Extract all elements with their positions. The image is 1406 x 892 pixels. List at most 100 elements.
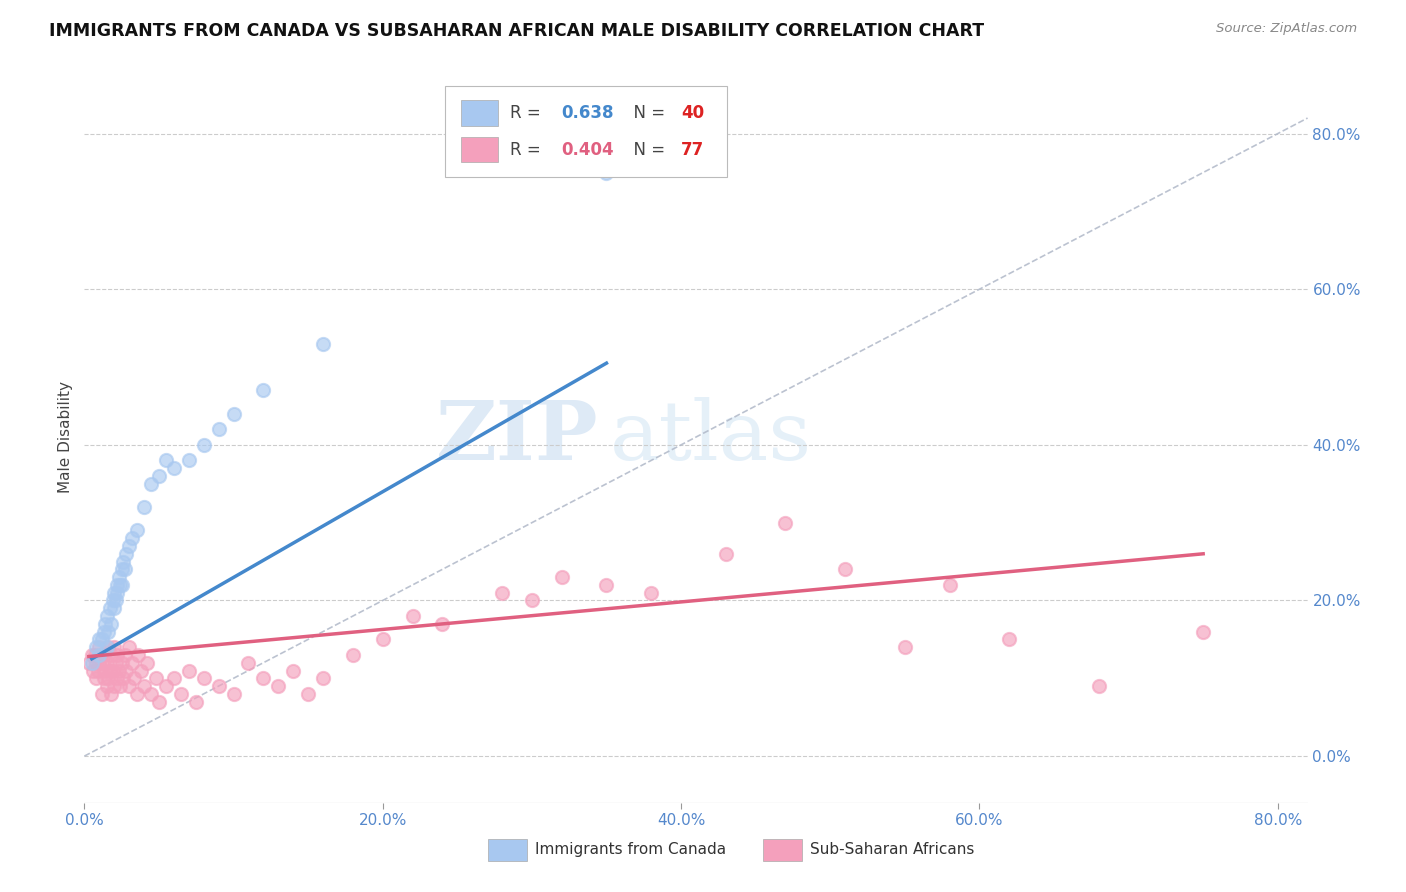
Point <box>91 656 114 670</box>
Point <box>283 664 305 678</box>
Text: 40: 40 <box>682 104 704 122</box>
Point <box>238 656 260 670</box>
Point <box>714 547 737 561</box>
Point <box>551 570 574 584</box>
Text: 0.404: 0.404 <box>561 141 614 159</box>
Point <box>894 640 917 655</box>
Point <box>96 609 118 624</box>
Point <box>132 679 155 693</box>
Point <box>90 648 112 662</box>
Point <box>103 640 125 655</box>
Point <box>207 679 229 693</box>
Point <box>118 539 141 553</box>
Text: ZIP: ZIP <box>436 397 598 477</box>
Point <box>77 656 100 670</box>
Text: IMMIGRANTS FROM CANADA VS SUBSAHARAN AFRICAN MALE DISABILITY CORRELATION CHART: IMMIGRANTS FROM CANADA VS SUBSAHARAN AFR… <box>49 22 984 40</box>
Point <box>1087 679 1109 693</box>
Point <box>595 578 617 592</box>
Point <box>111 562 134 576</box>
FancyBboxPatch shape <box>488 839 527 862</box>
Point <box>107 664 129 678</box>
Point <box>121 531 143 545</box>
Point <box>207 422 229 436</box>
Point <box>83 648 105 662</box>
Point <box>177 664 200 678</box>
Point <box>145 671 167 685</box>
Point <box>148 469 170 483</box>
FancyBboxPatch shape <box>461 136 498 162</box>
Point <box>111 656 134 670</box>
Point <box>108 679 131 693</box>
Point <box>112 555 135 569</box>
Point <box>520 593 543 607</box>
Point <box>186 695 208 709</box>
Point <box>100 648 122 662</box>
Point <box>312 336 335 351</box>
Point <box>834 562 856 576</box>
Point <box>155 453 177 467</box>
Point <box>100 616 122 631</box>
Point <box>297 687 319 701</box>
Point <box>84 671 107 685</box>
Point <box>252 671 274 685</box>
Text: 0.638: 0.638 <box>561 104 614 122</box>
Point <box>141 476 163 491</box>
Point <box>87 664 110 678</box>
Point <box>491 585 513 599</box>
Point <box>101 593 124 607</box>
Point <box>105 648 128 662</box>
Point <box>96 679 118 693</box>
Point <box>93 671 115 685</box>
Point <box>80 648 103 662</box>
Point <box>163 671 186 685</box>
Point <box>105 671 128 685</box>
Point <box>998 632 1021 647</box>
Text: 77: 77 <box>682 141 704 159</box>
Point <box>114 562 136 576</box>
Point <box>432 616 454 631</box>
Text: Source: ZipAtlas.com: Source: ZipAtlas.com <box>1216 22 1357 36</box>
Point <box>108 578 131 592</box>
Point <box>141 687 163 701</box>
FancyBboxPatch shape <box>461 100 498 126</box>
Point <box>938 578 960 592</box>
Point <box>118 679 141 693</box>
Point <box>97 671 120 685</box>
Point <box>100 687 122 701</box>
Point <box>222 407 245 421</box>
Point <box>94 664 117 678</box>
Point <box>121 656 143 670</box>
Point <box>177 453 200 467</box>
Point <box>122 671 145 685</box>
Point <box>193 438 215 452</box>
Point <box>96 656 118 670</box>
Text: R =: R = <box>510 141 546 159</box>
Point <box>129 664 152 678</box>
Point <box>89 656 111 670</box>
Point <box>103 679 125 693</box>
FancyBboxPatch shape <box>763 839 803 862</box>
Point <box>640 585 662 599</box>
Text: N =: N = <box>623 104 669 122</box>
Point <box>114 648 136 662</box>
Point <box>267 679 290 693</box>
Point <box>97 640 120 655</box>
Point <box>193 671 215 685</box>
Point <box>342 648 364 662</box>
Point <box>94 616 117 631</box>
Point <box>84 656 107 670</box>
Point <box>125 687 148 701</box>
Point <box>155 679 177 693</box>
Point <box>103 585 125 599</box>
Text: R =: R = <box>510 104 546 122</box>
Point <box>136 656 159 670</box>
Point <box>80 656 103 670</box>
Point <box>112 671 135 685</box>
Point <box>371 632 394 647</box>
Point <box>89 632 111 647</box>
Point <box>82 664 104 678</box>
Point <box>89 640 111 655</box>
Point <box>170 687 193 701</box>
Point <box>132 500 155 515</box>
Point <box>101 664 124 678</box>
